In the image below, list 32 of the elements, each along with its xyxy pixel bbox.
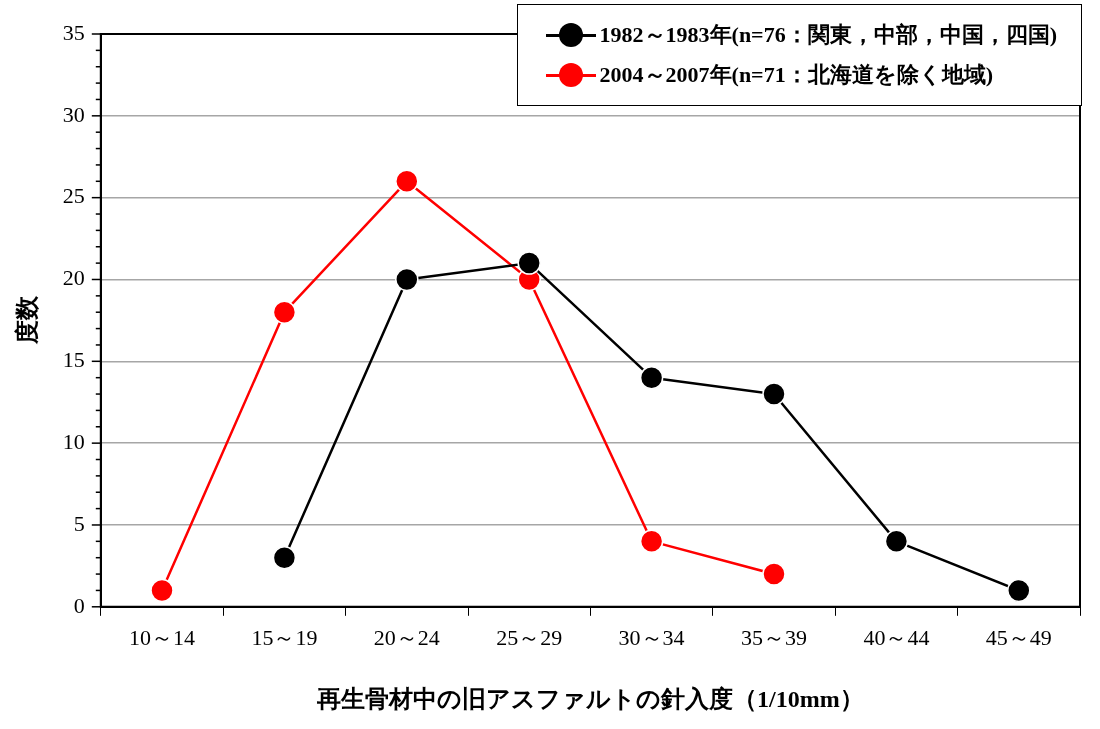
x-tick-label: 20～24 bbox=[373, 624, 440, 650]
point bbox=[150, 578, 174, 603]
point bbox=[762, 382, 786, 406]
point bbox=[762, 562, 786, 586]
y-tick-label: 20 bbox=[62, 265, 85, 291]
x-tick-label: 25～29 bbox=[496, 624, 563, 650]
y-tick-label: 10 bbox=[62, 428, 85, 454]
x-tick-label: 30～34 bbox=[618, 624, 685, 650]
legend-label: 2004～2007年(n=71：北海道を除く地域) bbox=[599, 61, 993, 89]
legend-label: 1982～1983年(n=76：関東，中部，中国，四国) bbox=[599, 21, 1057, 49]
point bbox=[395, 267, 419, 292]
y-axis-title: 度数 bbox=[13, 295, 40, 346]
y-tick-label: 30 bbox=[62, 101, 85, 127]
x-tick-label: 10～14 bbox=[129, 624, 195, 650]
point bbox=[517, 251, 541, 275]
y-tick-label: 35 bbox=[62, 19, 85, 45]
point bbox=[639, 529, 664, 554]
y-tick-label: 0 bbox=[73, 592, 85, 618]
x-tick-label: 15～19 bbox=[251, 624, 318, 650]
x-axis-title: 再生骨材中の旧アスファルトの針入度（1/10mm） bbox=[316, 685, 864, 712]
point bbox=[272, 545, 297, 570]
point bbox=[639, 365, 664, 390]
point bbox=[395, 169, 419, 194]
x-tick-label: 40～44 bbox=[863, 624, 930, 650]
point bbox=[884, 529, 909, 554]
x-tick-label: 45～49 bbox=[985, 624, 1052, 650]
point bbox=[1007, 578, 1031, 603]
y-tick-label: 15 bbox=[62, 347, 85, 373]
y-tick-label: 5 bbox=[73, 510, 85, 536]
y-tick-label: 25 bbox=[62, 183, 85, 209]
point bbox=[272, 300, 297, 324]
x-tick-label: 35～39 bbox=[741, 624, 807, 650]
